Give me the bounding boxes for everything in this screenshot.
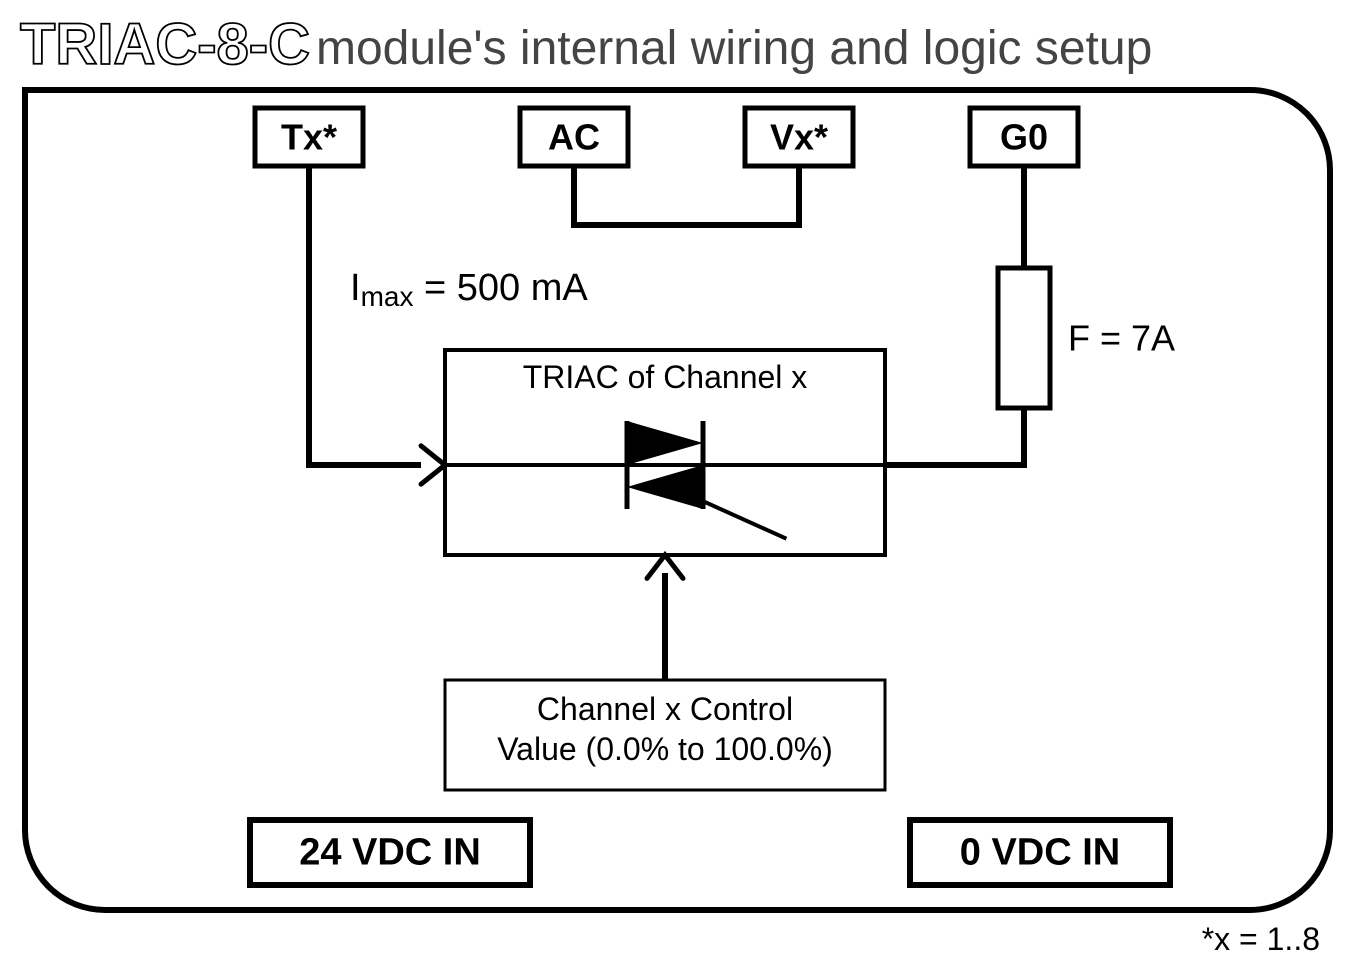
footnote: *x = 1..8 — [1202, 921, 1320, 957]
title-main: TRIAC-8-C — [20, 12, 310, 77]
terminal-vx-label: Vx* — [770, 117, 828, 158]
terminal-ac: AC — [520, 108, 628, 166]
title: TRIAC-8-C module's internal wiring and l… — [20, 12, 1152, 77]
terminal-g0-label: G0 — [1000, 117, 1048, 158]
terminal-tx-label: Tx* — [281, 117, 337, 158]
power-in0: 0 VDC IN — [910, 820, 1170, 885]
control-value-block: Channel x Control Value (0.0% to 100.0%) — [445, 680, 885, 790]
wire-ac-vx-loop — [574, 166, 799, 225]
power-in24: 24 VDC IN — [250, 820, 530, 885]
control-value-line2: Value (0.0% to 100.0%) — [497, 731, 833, 767]
triac-block-label: TRIAC of Channel x — [523, 359, 808, 395]
power-in24-label: 24 VDC IN — [299, 832, 481, 874]
terminal-g0: G0 — [970, 108, 1078, 166]
arrow-into-triac-icon — [421, 446, 445, 484]
title-rest: module's internal wiring and logic setup — [316, 22, 1152, 75]
terminal-ac-label: AC — [548, 117, 600, 158]
wire-fuse-to-triac — [885, 408, 1024, 465]
imax-label: Imax = 500 mA — [350, 267, 588, 312]
fuse-label: F = 7A — [1068, 318, 1175, 359]
wire-tx-to-triac — [309, 166, 421, 465]
terminal-tx: Tx* — [255, 108, 363, 166]
fuse-icon — [998, 268, 1050, 408]
terminal-vx: Vx* — [745, 108, 853, 166]
control-value-line1: Channel x Control — [537, 691, 793, 727]
triac-block: TRIAC of Channel x — [445, 350, 885, 555]
power-in0-label: 0 VDC IN — [960, 832, 1120, 874]
